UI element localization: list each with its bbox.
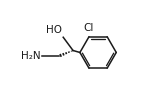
Text: Cl: Cl bbox=[83, 23, 94, 33]
Text: H₂N: H₂N bbox=[21, 51, 41, 61]
Text: HO: HO bbox=[46, 25, 62, 35]
